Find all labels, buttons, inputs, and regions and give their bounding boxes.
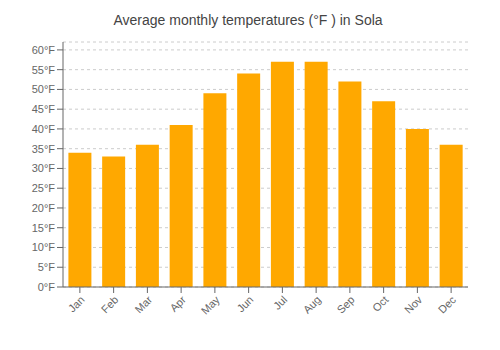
svg-text:55°F: 55°F (32, 64, 56, 76)
svg-text:Nov: Nov (402, 293, 425, 316)
svg-text:50°F: 50°F (32, 83, 56, 95)
svg-text:Jan: Jan (66, 293, 87, 314)
svg-text:Jun: Jun (235, 293, 256, 314)
svg-text:5°F: 5°F (38, 261, 56, 273)
svg-text:Mar: Mar (132, 293, 154, 315)
svg-text:Apr: Apr (167, 293, 188, 314)
svg-text:Dec: Dec (436, 293, 459, 316)
svg-text:35°F: 35°F (32, 143, 56, 155)
svg-text:0°F: 0°F (38, 281, 56, 293)
svg-text:Oct: Oct (370, 293, 391, 314)
html-text:Average monthly temperatures (: Average monthly temperatures (°F ) in So… (113, 12, 383, 28)
svg-text:May: May (199, 293, 223, 317)
svg-text:10°F: 10°F (32, 241, 56, 253)
svg-text:60°F: 60°F (32, 44, 56, 56)
svg-text:25°F: 25°F (32, 182, 56, 194)
svg-text:30°F: 30°F (32, 162, 56, 174)
svg-text:Sep: Sep (334, 293, 356, 315)
svg-text:Feb: Feb (99, 293, 121, 315)
svg-text:Aug: Aug (301, 293, 323, 315)
svg-text:15°F: 15°F (32, 222, 56, 234)
svg-text:45°F: 45°F (32, 103, 56, 115)
svg-text:40°F: 40°F (32, 123, 56, 135)
svg-text:Jul: Jul (271, 293, 289, 311)
svg-text:20°F: 20°F (32, 202, 56, 214)
